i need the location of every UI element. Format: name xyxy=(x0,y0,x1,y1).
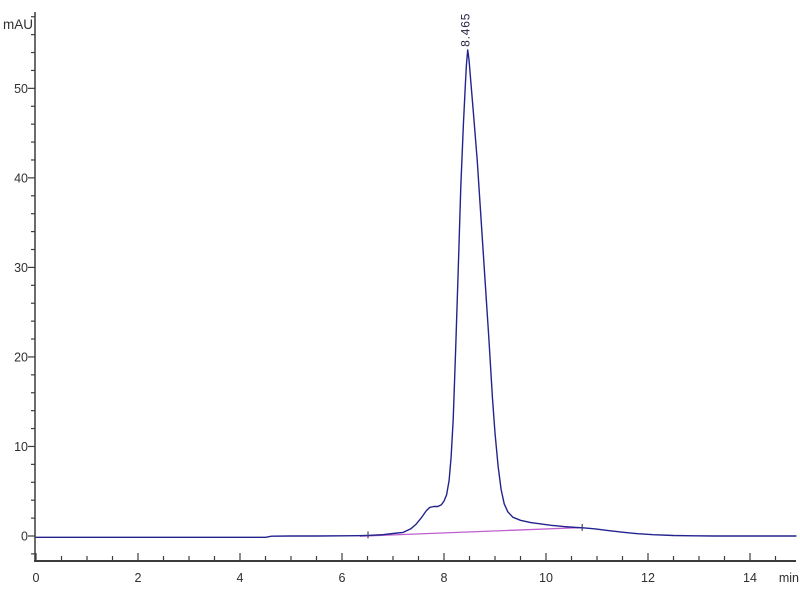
y-tick-label: 10 xyxy=(14,440,28,454)
x-tick-label: 8 xyxy=(441,571,448,585)
x-axis-unit-label: min xyxy=(779,571,799,585)
x-tick-label: 6 xyxy=(339,571,346,585)
y-axis-tick-labels: 0 10 20 30 40 50 xyxy=(14,82,28,544)
x-tick-label: 0 xyxy=(33,571,40,585)
y-tick-label: 40 xyxy=(14,171,28,185)
integration-markers xyxy=(367,523,583,539)
peak-retention-label: 8.465 xyxy=(459,13,473,47)
y-tick-label: 30 xyxy=(14,261,28,275)
x-tick-label: 2 xyxy=(135,571,142,585)
y-axis-ticks xyxy=(28,16,35,555)
x-axis-tick-labels: 0 2 4 6 8 10 12 14 xyxy=(33,571,757,585)
x-tick-label: 4 xyxy=(237,571,244,585)
y-tick-label: 50 xyxy=(14,82,28,96)
signal-trace xyxy=(35,49,797,538)
x-tick-label: 14 xyxy=(743,571,757,585)
x-tick-label: 10 xyxy=(539,571,553,585)
y-tick-label: 0 xyxy=(21,530,28,544)
y-axis-unit-label: mAU xyxy=(3,17,33,32)
y-tick-label: 20 xyxy=(14,350,28,364)
peak-labels: 8.465 xyxy=(459,13,473,47)
x-tick-label: 12 xyxy=(641,571,655,585)
integration-baseline xyxy=(359,526,584,537)
x-axis-ticks xyxy=(35,553,777,561)
